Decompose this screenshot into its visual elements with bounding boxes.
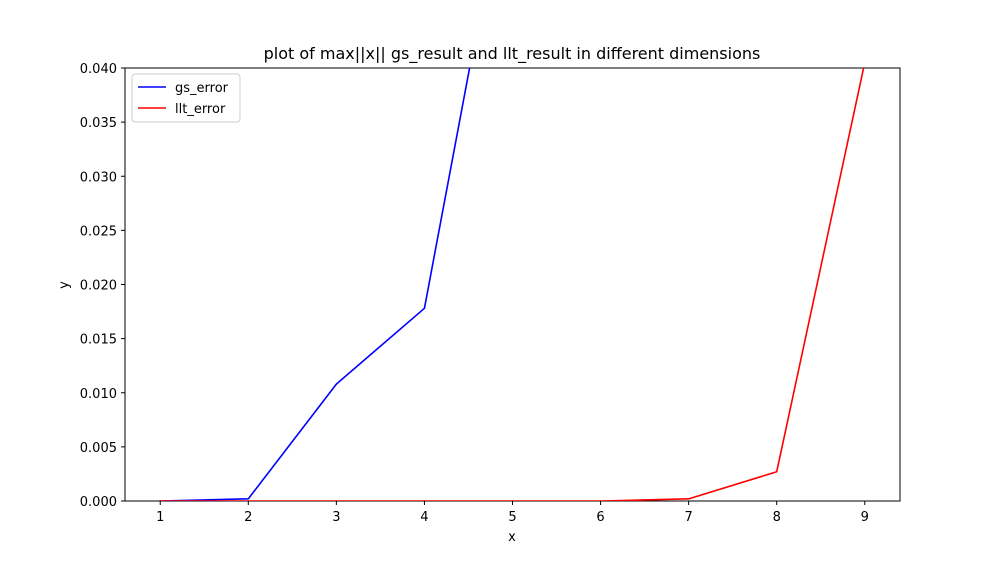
x-tick-label: 2 — [244, 510, 252, 525]
plot-area: 1 2 3 4 5 6 7 8 9 0.000 0.005 0.010 0.015 0.020 0.025… — [80, 62, 901, 525]
legend-label: gs_error — [175, 81, 229, 96]
y-tick-label: 0.010 — [80, 387, 117, 402]
x-axis: 1 2 3 4 5 6 7 8 9 — [156, 501, 869, 525]
y-tick-label: 0.005 — [80, 441, 117, 456]
series-line-llt-error — [159, 68, 865, 501]
x-tick-label: 4 — [420, 510, 428, 525]
x-tick-label: 6 — [596, 510, 604, 525]
chart-title: plot of max||x|| gs_result and llt_resul… — [264, 44, 761, 64]
legend-box — [131, 73, 241, 123]
x-tick-label: 1 — [156, 510, 164, 525]
x-tick-label: 9 — [861, 510, 869, 525]
series-layer — [159, 68, 865, 501]
legend: gs_error llt_error — [131, 73, 241, 123]
y-axis-label: y — [57, 281, 72, 289]
legend-label: llt_error — [175, 102, 226, 117]
y-tick-label: 0.020 — [80, 279, 117, 294]
series-line-gs-error — [159, 68, 471, 501]
y-tick-label: 0.035 — [80, 116, 117, 131]
y-tick-label: 0.030 — [80, 170, 117, 185]
y-tick-label: 0.025 — [80, 224, 117, 239]
y-axis: 0.000 0.005 0.010 0.015 0.020 0.025 0.030 0.035… — [80, 62, 125, 510]
x-tick-label: 7 — [684, 510, 692, 525]
x-tick-label: 5 — [508, 510, 516, 525]
y-tick-label: 0.040 — [80, 62, 117, 77]
x-axis-label: x — [508, 530, 516, 545]
y-tick-label: 0.000 — [80, 495, 117, 510]
y-tick-label: 0.015 — [80, 333, 117, 348]
x-tick-label: 3 — [332, 510, 340, 525]
x-tick-label: 8 — [773, 510, 781, 525]
